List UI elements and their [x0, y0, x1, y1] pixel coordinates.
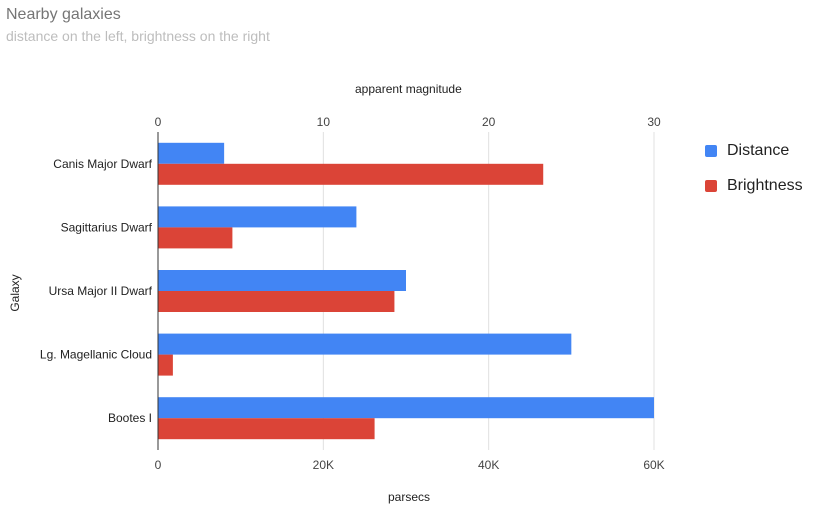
legend-swatch-brightness: [705, 179, 717, 192]
bar-brightness: [158, 291, 395, 312]
bar-brightness: [158, 354, 173, 376]
bar-distance: [158, 270, 406, 291]
bottom-tick-label: 20K: [313, 458, 334, 472]
category-label: Ursa Major II Dwarf: [49, 284, 153, 298]
top-tick-label: 20: [482, 115, 496, 129]
bar-distance: [158, 333, 572, 355]
bottom-tick-label: 0: [155, 458, 162, 472]
top-tick-label: 0: [155, 115, 162, 129]
bar-brightness: [158, 163, 544, 185]
chart-subtitle: distance on the left, brightness on the …: [6, 28, 270, 44]
category-label: Canis Major Dwarf: [53, 157, 152, 171]
bar-brightness: [158, 418, 375, 440]
bar-distance: [158, 142, 225, 164]
top-tick-label: 30: [647, 115, 661, 129]
legend-item-brightness[interactable]: Brightness: [705, 168, 803, 203]
legend-swatch-distance: [705, 144, 717, 157]
legend: Distance Brightness: [705, 133, 803, 203]
legend-label-brightness: Brightness: [727, 176, 803, 194]
category-label: Bootes I: [108, 411, 152, 425]
bar-distance: [158, 397, 654, 419]
legend-item-distance[interactable]: Distance: [705, 133, 803, 168]
bottom-axis-title: parsecs: [388, 490, 431, 504]
bar-distance: [158, 206, 357, 228]
top-tick-label: 10: [317, 115, 331, 129]
bar-brightness: [158, 227, 233, 249]
chart-title: Nearby galaxies: [6, 6, 121, 23]
bottom-tick-label: 40K: [478, 458, 499, 472]
bottom-tick-label: 60K: [643, 458, 664, 472]
top-axis-title: apparent magnitude: [355, 82, 462, 96]
category-label: Lg. Magellanic Cloud: [40, 348, 152, 362]
category-label: Sagittarius Dwarf: [61, 220, 153, 234]
legend-label-distance: Distance: [727, 141, 790, 159]
